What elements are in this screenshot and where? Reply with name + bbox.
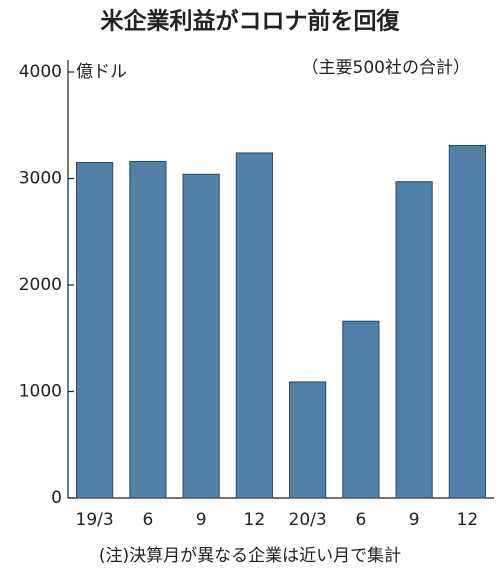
x-tick-label: 20/3 xyxy=(289,510,327,530)
bar xyxy=(235,152,273,499)
chart-subtitle: （主要500社の合計） xyxy=(302,58,470,78)
x-tick-label: 6 xyxy=(142,510,153,530)
x-tick-label: 12 xyxy=(244,510,266,530)
note: (注)決算月が異なる企業は近い月で集計 xyxy=(99,546,401,566)
bar xyxy=(342,320,380,499)
x-tick-label: 12 xyxy=(457,510,479,530)
bar xyxy=(448,144,486,499)
chart-title: 米企業利益がコロナ前を回復 xyxy=(101,8,401,35)
y-tick-label: 3000 xyxy=(19,169,62,189)
y-tick-label: 0 xyxy=(51,488,62,508)
y-tick-label: 1000 xyxy=(19,382,62,402)
x-tick-label: 9 xyxy=(409,510,420,530)
x-tick-label: 9 xyxy=(196,510,207,530)
y-tick-label: 4000 xyxy=(19,62,62,82)
bar xyxy=(182,173,220,499)
y-axis-label: 億ドル xyxy=(76,62,127,82)
y-tick-label: 2000 xyxy=(19,275,62,295)
bar xyxy=(395,181,433,499)
x-tick-label: 6 xyxy=(355,510,366,530)
x-tick-label: 19/3 xyxy=(76,510,114,530)
bar xyxy=(289,381,327,499)
bar xyxy=(76,162,114,499)
bar xyxy=(129,160,167,499)
